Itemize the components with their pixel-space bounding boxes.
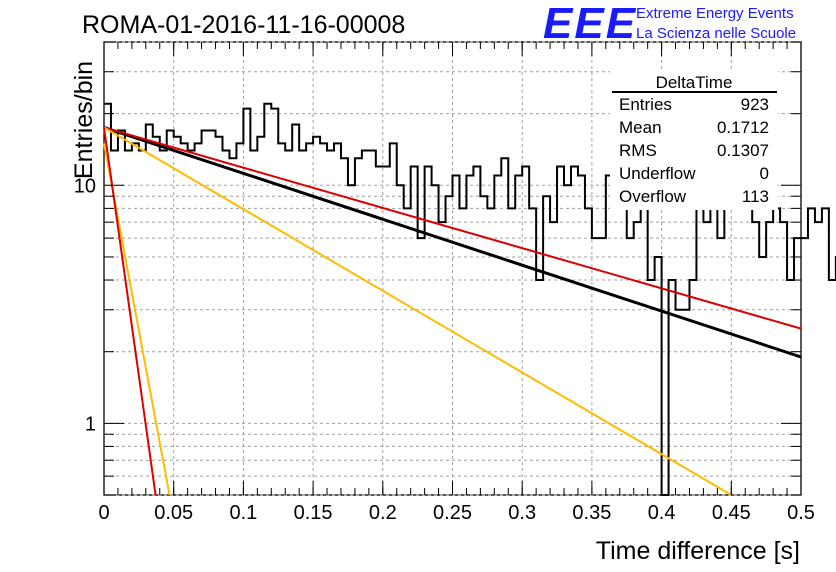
- stats-value: 113: [742, 187, 769, 206]
- y-axis-title: Entries/bin: [70, 61, 98, 179]
- x-tick-label: 0.25: [433, 502, 472, 524]
- axis-ticks: 0 0.05 0.1 0.15 0.2 0.25 0.3 0.35 0.4 0.45 0.5 1 10: [74, 41, 815, 524]
- x-tick-label: 0: [98, 502, 109, 524]
- stats-value: 0.1307: [717, 141, 769, 160]
- stats-value: 0.1712: [717, 118, 769, 137]
- stats-label: Mean: [619, 118, 662, 137]
- fit-line-0: [103, 126, 802, 359]
- x-tick-label: 0.4: [648, 502, 676, 524]
- x-tick-label: 0.5: [787, 502, 815, 524]
- brand-line-1: Extreme Energy Events: [636, 5, 794, 22]
- x-tick-label: 0.45: [712, 502, 751, 524]
- stats-label: Overflow: [619, 187, 687, 206]
- fit-line-2: [103, 126, 732, 496]
- x-tick-label: 0.3: [508, 502, 536, 524]
- x-tick-label: 0.35: [572, 502, 611, 524]
- y-tick-label: 10: [74, 175, 96, 197]
- brand-line-2: La Scienza nelle Scuole: [636, 25, 796, 42]
- fit-line-4: [103, 127, 157, 496]
- x-tick-label: 0.2: [369, 502, 397, 524]
- x-axis-title: Time difference [s]: [596, 537, 800, 565]
- stats-box: DeltaTime Entries 923 Mean 0.1712 RMS 0.…: [610, 70, 778, 210]
- stats-value: 0: [760, 164, 769, 183]
- histogram: [104, 102, 836, 496]
- stats-value: 923: [741, 95, 769, 114]
- stats-label: Underflow: [619, 164, 696, 183]
- x-tick-label: 0.1: [229, 502, 257, 524]
- y-tick-label: 1: [85, 413, 96, 435]
- eee-logo: EEE: [543, 0, 637, 48]
- x-tick-label: 0.05: [154, 502, 193, 524]
- x-tick-label: 0.15: [294, 502, 333, 524]
- fit-lines: [103, 126, 802, 496]
- fit-line-1: [103, 126, 802, 330]
- stats-label: Entries: [619, 95, 672, 114]
- stats-label: RMS: [619, 141, 657, 160]
- stats-title: DeltaTime: [656, 73, 733, 92]
- run-title: ROMA-01-2016-11-16-00008: [82, 11, 405, 39]
- histogram-outline: [104, 102, 836, 496]
